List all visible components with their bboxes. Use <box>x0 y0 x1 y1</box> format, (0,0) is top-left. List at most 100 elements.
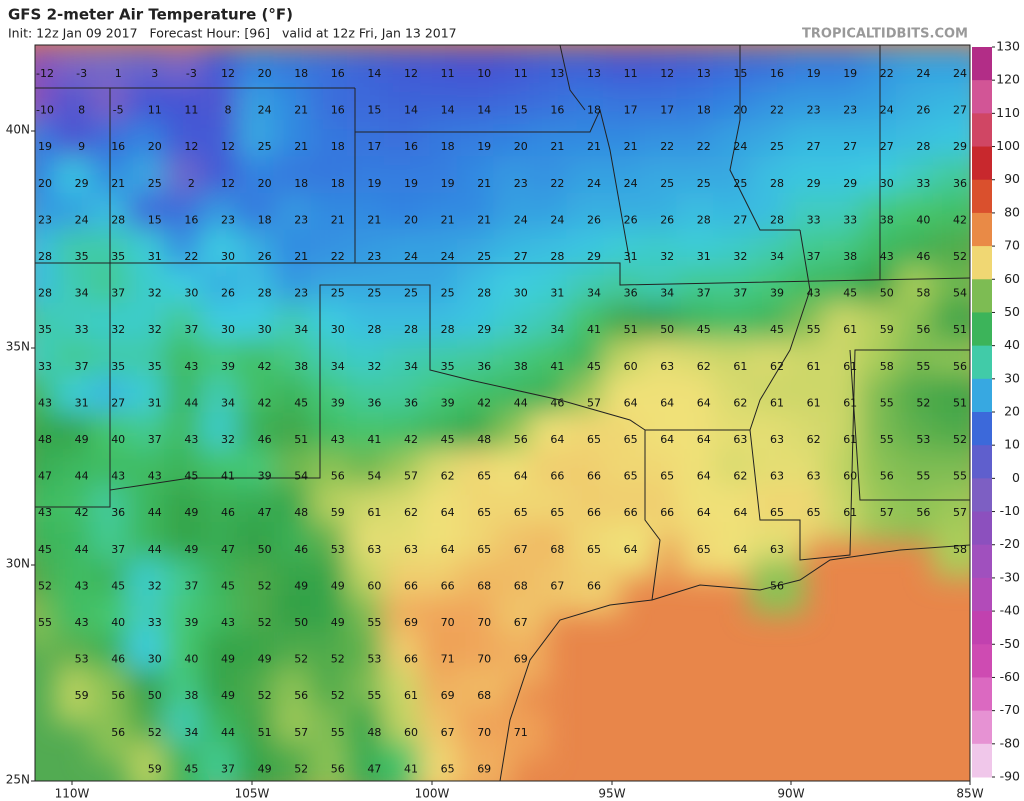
temperature-label: 57 <box>404 470 418 483</box>
temperature-label: 12 <box>221 177 235 190</box>
temperature-label: 64 <box>660 433 674 446</box>
temperature-label: 40 <box>916 213 930 226</box>
temperature-label: 52 <box>953 250 967 263</box>
temperature-label: 34 <box>660 287 674 300</box>
temperature-label: 61 <box>807 360 821 373</box>
temperature-label: 19 <box>843 67 857 80</box>
colorbar-label: 110 <box>996 105 1020 120</box>
temperature-label: 24 <box>75 213 89 226</box>
temperature-label: 67 <box>441 726 455 739</box>
temperature-label: 59 <box>148 762 162 775</box>
temperature-label: 30 <box>184 287 198 300</box>
temperature-label: 51 <box>953 396 967 409</box>
temperature-label: 11 <box>184 104 198 117</box>
temperature-label: 69 <box>514 653 528 666</box>
temperature-label: 28 <box>441 323 455 336</box>
temperature-label: 46 <box>916 250 930 263</box>
colorbar-segment <box>972 113 992 148</box>
colorbar-segment <box>972 743 992 778</box>
border <box>559 45 970 501</box>
temperature-label: 35 <box>441 360 455 373</box>
temperature-label: 23 <box>294 287 308 300</box>
temperature-label: 21 <box>441 213 455 226</box>
temperature-label: 56 <box>331 470 345 483</box>
temperature-label: 15 <box>148 213 162 226</box>
temperature-label: -12 <box>36 67 54 80</box>
temperature-label: 65 <box>660 470 674 483</box>
temperature-label: 62 <box>807 433 821 446</box>
temperature-label: 24 <box>880 104 894 117</box>
temperature-label: 61 <box>733 360 747 373</box>
temperature-label: 13 <box>587 67 601 80</box>
temperature-label: 27 <box>807 140 821 153</box>
temperature-label: 22 <box>184 250 198 263</box>
temperature-label: 43 <box>75 616 89 629</box>
colorbar-segment <box>972 378 992 413</box>
temperature-label: 46 <box>550 396 564 409</box>
temperature-label: 45 <box>697 323 711 336</box>
temperature-label: 11 <box>624 67 638 80</box>
colorbar-segment <box>972 677 992 712</box>
temperature-label: 65 <box>477 506 491 519</box>
temperature-label: 16 <box>550 104 564 117</box>
temperature-label: 33 <box>916 177 930 190</box>
temperature-label: 25 <box>404 287 418 300</box>
temperature-label: 49 <box>258 762 272 775</box>
temperature-label: 42 <box>258 396 272 409</box>
temperature-label: 14 <box>477 104 491 117</box>
lat-label: 35N <box>6 340 30 354</box>
temperature-label: 65 <box>441 762 455 775</box>
temperature-label: 34 <box>221 396 235 409</box>
temperature-label: 45 <box>441 433 455 446</box>
temperature-label: 33 <box>148 616 162 629</box>
temperature-label: 61 <box>770 396 784 409</box>
temperature-label: 49 <box>221 653 235 666</box>
temperature-label: 43 <box>184 360 198 373</box>
temperature-label: 24 <box>916 67 930 80</box>
temperature-label: 37 <box>733 287 747 300</box>
temperature-label: 27 <box>111 396 125 409</box>
temperature-label: 52 <box>331 653 345 666</box>
temperature-label: 32 <box>367 360 381 373</box>
temperature-label: 25 <box>258 140 272 153</box>
temperature-label: 47 <box>38 470 52 483</box>
temperature-label: 22 <box>331 250 345 263</box>
temperature-label: 61 <box>807 396 821 409</box>
temperature-label: 64 <box>697 506 711 519</box>
temperature-label: 18 <box>587 104 601 117</box>
temperature-label: 29 <box>843 177 857 190</box>
temperature-label: 49 <box>184 506 198 519</box>
temperature-label: 56 <box>111 726 125 739</box>
temperature-label: 23 <box>843 104 857 117</box>
temperature-label: 34 <box>331 360 345 373</box>
temperature-label: 44 <box>514 396 528 409</box>
colorbar-label: 10 <box>1004 437 1020 452</box>
temperature-label: 45 <box>184 470 198 483</box>
temperature-label: 17 <box>660 104 674 117</box>
temperature-label: 36 <box>953 177 967 190</box>
temperature-cell <box>749 558 805 614</box>
temperature-label: 33 <box>807 213 821 226</box>
temperature-label: 32 <box>660 250 674 263</box>
temperature-label: 65 <box>550 506 564 519</box>
temperature-label: 45 <box>770 323 784 336</box>
temperature-label: 28 <box>404 323 418 336</box>
temperature-label: 69 <box>404 616 418 629</box>
temperature-label: 70 <box>441 616 455 629</box>
map: -12 -3 1 3 -3 12 20 18 16 14 12 11 10 11 13 13 11 12 13 15 1… <box>35 45 970 781</box>
temperature-label: 19 <box>441 177 455 190</box>
temperature-label: 28 <box>770 213 784 226</box>
lon-label: 95W <box>598 787 625 801</box>
temperature-label: 23 <box>38 213 52 226</box>
colorbar: 1301201101009080706050403020100-10-20-30… <box>972 39 1020 784</box>
temperature-label: 19 <box>807 67 821 80</box>
temperature-label: 55 <box>880 396 894 409</box>
temperature-label: 23 <box>367 250 381 263</box>
temperature-label: 41 <box>221 470 235 483</box>
temperature-label: 21 <box>587 140 601 153</box>
temperature-label: 57 <box>953 506 967 519</box>
colorbar-label: -40 <box>1000 603 1020 618</box>
temperature-label: 33 <box>75 323 89 336</box>
temperature-label: 48 <box>367 726 381 739</box>
colorbar-label: -70 <box>1000 702 1020 717</box>
